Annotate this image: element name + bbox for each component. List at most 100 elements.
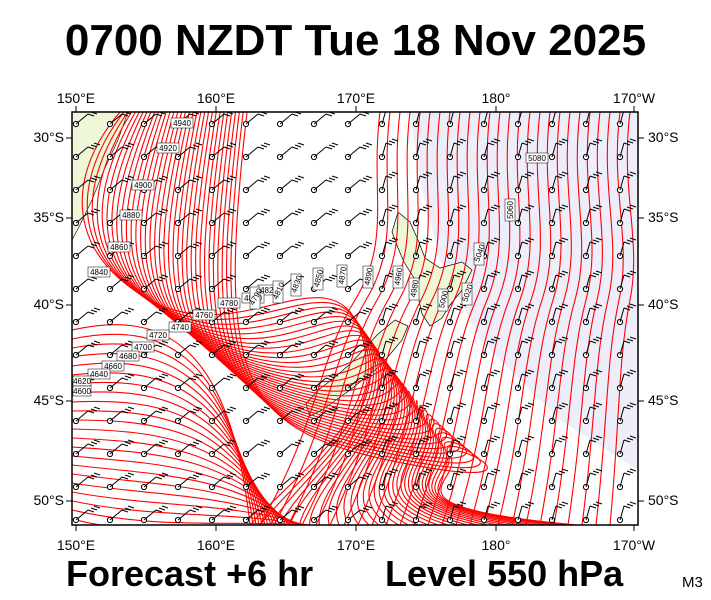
lat-label-left: 45°S [33,392,64,408]
wind-barb-icon [616,112,630,128]
wind-barb-icon [616,402,637,425]
wind-barb-icon [242,406,271,425]
wind-barb-icon [412,402,433,425]
wind-barb-icon [548,112,562,128]
wind-barb-icon [310,208,339,227]
wind-barb-icon [106,175,135,194]
wind-barb-icon [310,439,339,458]
wind-barb-icon [616,270,637,293]
contour-line [217,112,538,525]
wind-barb-icon [514,369,535,392]
contour-line [287,112,401,525]
contour-label: 4720 [149,331,167,340]
contour-line [385,112,471,525]
wind-barb-icon [344,439,373,458]
wind-barb-icon [446,171,467,194]
contour-line [483,112,541,525]
contour-line [525,112,572,525]
wind-barb-icon [276,175,305,194]
wind-barb-icon [106,274,135,293]
wind-barb-icon [582,468,603,491]
wind-barb-icon [514,204,535,227]
wind-barb-icon [242,307,271,326]
wind-barb-icon [480,171,501,194]
wind-barb-icon [548,468,569,491]
lon-label-top: 150°E [57,90,95,106]
lon-label-bottom: 180° [482,537,511,553]
wind-barb-icon [106,406,135,425]
map-ticks [66,106,644,531]
wind-barbs [72,112,637,524]
wind-barb-icon [480,303,501,326]
wind-barb-icon [310,112,338,128]
lat-label-left: 40°S [33,296,64,312]
contour-line [511,112,562,525]
wind-barb-icon [344,373,373,392]
wind-barb-icon [106,505,135,524]
wind-barb-icon [242,472,271,491]
wind-barb-icon [276,439,305,458]
contour-line [230,112,567,525]
wind-barb-icon [480,435,501,458]
contour-label: 4960 [393,266,405,286]
lon-label-top: 170°W [613,90,656,106]
model-tag: M3 [682,574,703,591]
wind-barb-icon [514,303,535,326]
contour-label: 5060 [506,201,515,219]
contour-label: 4620 [73,377,91,386]
contour-line [595,112,624,525]
wind-barb-icon [514,138,535,161]
wind-barb-icon [344,307,373,326]
wind-barb-icon [616,204,637,227]
wind-barb-icon [582,204,603,227]
wind-barb-icon [446,501,467,524]
wind-barb-icon [208,274,237,293]
wind-barb-icon [378,171,399,194]
wind-barb-icon [242,340,271,359]
contour-line [163,112,419,525]
wind-barb-icon [582,402,603,425]
wind-barb-icon [106,472,135,491]
wind-barb-icon [616,171,637,194]
contour-line [221,112,548,525]
wind-barb-icon [174,142,203,161]
wind-barb-icon [140,373,169,392]
wind-barb-icon [242,208,271,227]
wind-barb-icon [412,336,433,359]
wind-barb-icon [310,241,339,260]
lon-label-bottom: 160°E [197,537,235,553]
wind-barb-icon [208,307,237,326]
contour-label: 4700 [134,343,152,352]
contour-line [226,112,557,525]
wind-barb-icon [480,336,501,359]
lon-label-bottom: 150°E [57,537,95,553]
wind-barb-icon [276,142,305,161]
wind-barb-icon [412,435,433,458]
wind-barb-icon [276,112,304,128]
contour-label: 4780 [220,299,238,308]
contour-line [91,112,372,525]
wind-barb-icon [514,501,535,524]
wind-barb-icon [344,505,373,524]
contour-line [609,112,635,525]
wind-barb-icon [174,505,203,524]
contour-label: 4860 [110,243,128,252]
wind-barb-icon [242,439,271,458]
wind-barb-icon [310,307,339,326]
contour-label: 5080 [528,154,546,163]
wind-barb-icon [480,204,501,227]
wind-barb-icon [174,340,203,359]
wind-barb-icon [310,175,339,194]
wind-barb-icon [412,369,433,392]
wind-barb-icon [242,175,271,194]
wind-barb-icon [582,501,603,524]
wind-barb-icon [208,142,237,161]
wind-barb-icon [310,373,339,392]
wind-barb-icon [174,373,203,392]
wind-barb-icon [208,373,237,392]
wind-barb-icon [242,112,270,128]
contour-line [72,464,296,525]
wind-barb-icon [514,468,535,491]
wind-barb-icon [344,175,373,194]
